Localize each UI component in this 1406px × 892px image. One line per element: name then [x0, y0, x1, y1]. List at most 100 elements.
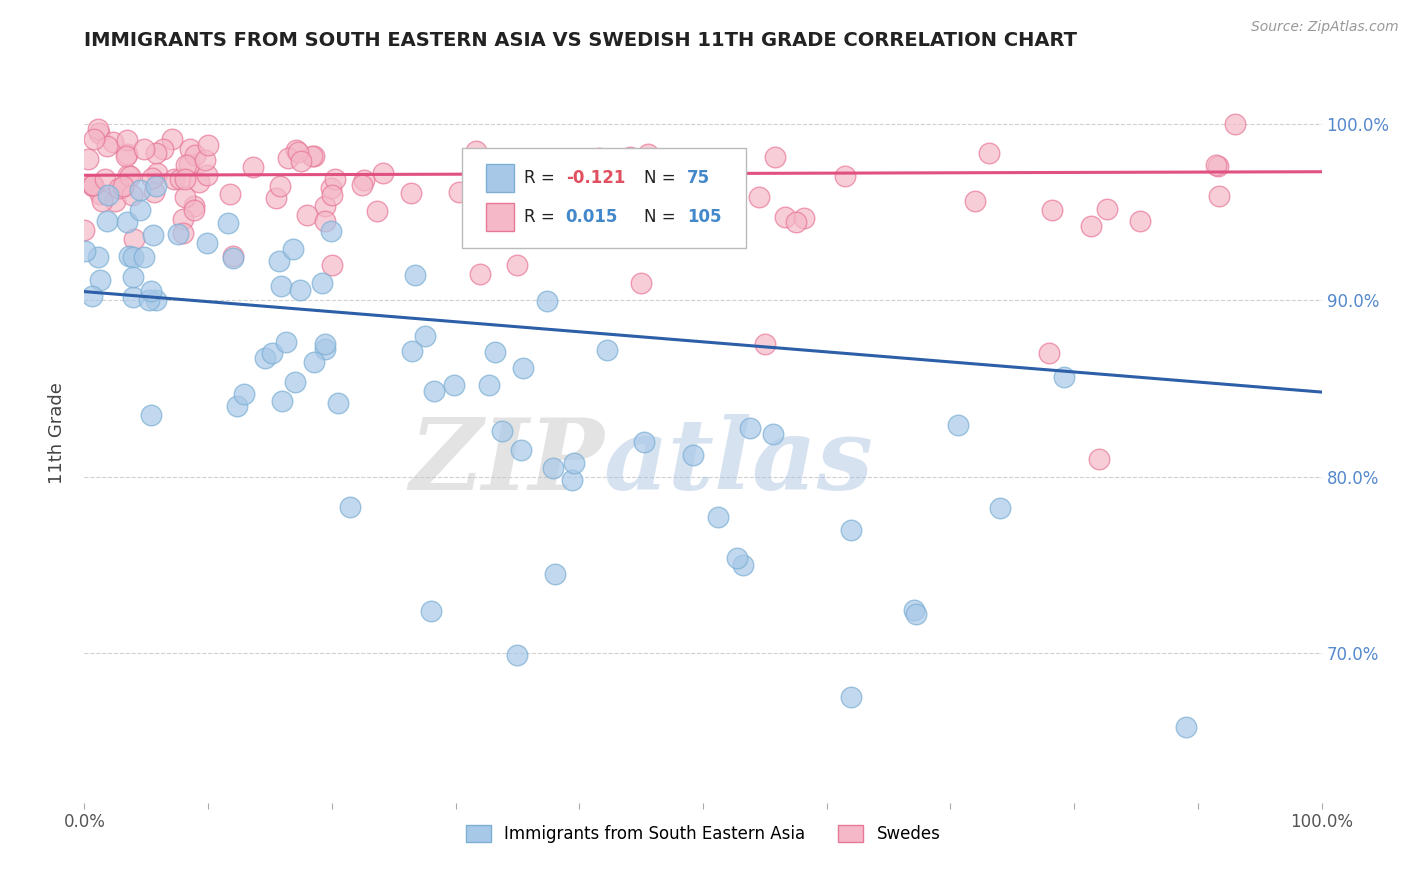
Point	[82, 288, 104, 302]
Point	[179, 142, 201, 156]
Point	[323, 172, 346, 186]
Text: 0.015: 0.015	[565, 208, 619, 226]
Point	[195, 168, 218, 182]
Point	[399, 186, 422, 201]
Point	[704, 165, 727, 179]
Point	[112, 179, 135, 194]
Text: IMMIGRANTS FROM SOUTH EASTERN ASIA VS SWEDISH 11TH GRADE CORRELATION CHART: IMMIGRANTS FROM SOUTH EASTERN ASIA VS SW…	[84, 30, 1077, 50]
Point	[326, 396, 349, 410]
Point	[269, 179, 291, 194]
Point	[470, 267, 492, 281]
Text: 75: 75	[688, 169, 710, 187]
Point	[509, 442, 531, 457]
Point	[146, 166, 169, 180]
Point	[145, 146, 167, 161]
Point	[80, 178, 103, 193]
Point	[87, 250, 110, 264]
Point	[264, 191, 287, 205]
Point	[738, 421, 761, 435]
Point	[83, 131, 105, 145]
Point	[73, 244, 96, 258]
Point	[423, 384, 446, 398]
Point	[748, 190, 770, 204]
Point	[277, 151, 299, 165]
Point	[350, 178, 373, 193]
Point	[319, 224, 342, 238]
Point	[1129, 213, 1152, 227]
Point	[142, 228, 165, 243]
Point	[96, 139, 118, 153]
Point	[122, 250, 145, 264]
Point	[287, 145, 309, 160]
Point	[97, 187, 120, 202]
Point	[301, 148, 323, 162]
Point	[1174, 720, 1197, 734]
Point	[763, 150, 786, 164]
Point	[242, 160, 264, 174]
Point	[561, 473, 583, 487]
Point	[285, 143, 308, 157]
Point	[226, 399, 249, 413]
Point	[134, 250, 156, 264]
Point	[163, 172, 186, 186]
Text: R =: R =	[523, 208, 560, 226]
Point	[904, 607, 927, 621]
FancyBboxPatch shape	[486, 164, 513, 193]
Legend: Immigrants from South Eastern Asia, Swedes: Immigrants from South Eastern Asia, Swed…	[458, 819, 948, 850]
Point	[834, 169, 856, 183]
Point	[288, 283, 311, 297]
Point	[183, 199, 205, 213]
Point	[117, 147, 139, 161]
Point	[512, 361, 534, 376]
Text: 105: 105	[688, 208, 721, 226]
Point	[141, 408, 163, 422]
Point	[115, 149, 138, 163]
Point	[841, 523, 863, 537]
Point	[281, 242, 304, 256]
Point	[184, 148, 207, 162]
Point	[321, 181, 343, 195]
Point	[104, 194, 127, 208]
Point	[122, 270, 145, 285]
Text: -0.121: -0.121	[565, 169, 626, 187]
Point	[232, 386, 254, 401]
Point	[314, 214, 336, 228]
Point	[616, 201, 638, 215]
Point	[134, 142, 156, 156]
Point	[1095, 202, 1118, 216]
Point	[785, 215, 807, 229]
Point	[725, 551, 748, 566]
Point	[87, 122, 110, 136]
Text: ZIP: ZIP	[409, 414, 605, 510]
Point	[187, 175, 209, 189]
Point	[169, 171, 191, 186]
Point	[222, 252, 245, 266]
Point	[321, 188, 343, 202]
Point	[419, 604, 441, 618]
Point	[73, 223, 96, 237]
Point	[76, 152, 98, 166]
Point	[115, 133, 138, 147]
Point	[401, 343, 423, 358]
Text: atlas: atlas	[605, 414, 875, 510]
Point	[589, 194, 612, 209]
Point	[197, 137, 219, 152]
Point	[793, 211, 815, 226]
Point	[583, 193, 606, 207]
Point	[754, 337, 776, 351]
Point	[145, 293, 167, 307]
Point	[103, 135, 125, 149]
Point	[366, 204, 388, 219]
Point	[543, 566, 565, 581]
Point	[506, 648, 529, 662]
Point	[274, 334, 297, 349]
Point	[160, 132, 183, 146]
Point	[142, 185, 165, 199]
Point	[107, 181, 129, 195]
Text: N =: N =	[644, 169, 675, 187]
Point	[468, 180, 491, 194]
Point	[284, 376, 307, 390]
FancyBboxPatch shape	[461, 147, 747, 247]
Point	[82, 178, 104, 193]
Point	[1205, 158, 1227, 172]
